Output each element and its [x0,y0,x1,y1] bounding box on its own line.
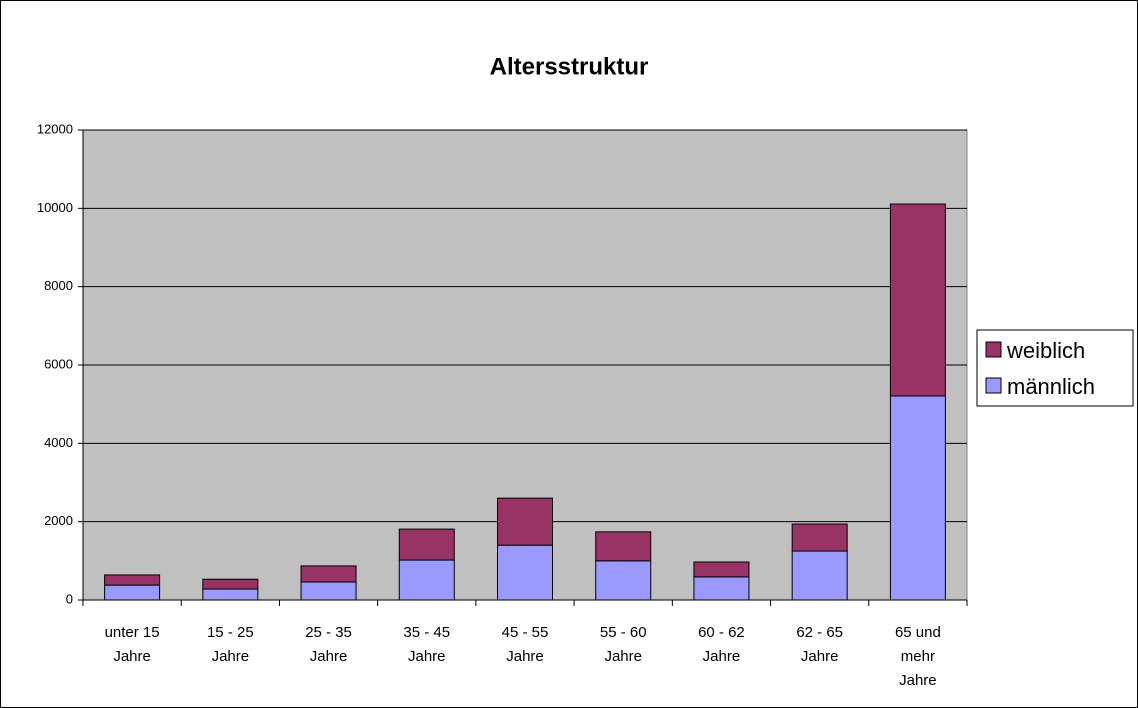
y-tick-label: 0 [66,591,73,606]
bar-segment [300,581,357,601]
bar-segment [398,559,455,601]
bar-segment [595,560,652,601]
y-tick-label: 12000 [37,121,73,136]
x-tick-label: 62 - 65 Jahre [796,624,843,665]
x-tick-label: 55 - 60 Jahre [600,624,647,665]
bar-segment [398,528,455,561]
bar-segment [104,574,161,586]
y-tick-label: 2000 [44,513,73,528]
bar-segment [497,497,553,546]
legend-box [976,329,1134,407]
bar-segment [595,531,652,562]
bar-segment [202,588,259,601]
y-tick-label: 10000 [37,200,73,215]
bar-segment [497,544,553,601]
x-tick-label: 45 - 55 Jahre [502,624,549,665]
x-tick-label: unter 15 Jahre [105,624,160,665]
bar-segment [300,565,357,583]
y-tick-label: 6000 [44,356,73,371]
bar-segment [693,576,750,601]
chart-title: Altersstruktur [490,53,649,80]
bar-segment [202,578,259,590]
bar-segment [791,550,848,601]
bar-segment [889,203,946,397]
bar-segment [693,561,750,578]
legend-swatch [985,377,1002,394]
y-tick-label: 8000 [44,278,73,293]
legend-label: männlich [1007,374,1095,399]
bar-segment [889,395,946,601]
y-tick-label: 4000 [44,435,73,450]
bar-segment [791,523,848,552]
x-tick-label: 15 - 25 Jahre [207,624,254,665]
legend-label: weiblich [1006,338,1085,363]
legend-swatch [985,341,1002,358]
bar-segment [104,584,161,601]
x-tick-label: 35 - 45 Jahre [403,624,450,665]
x-tick-label: 25 - 35 Jahre [305,624,352,665]
x-tick-label: 65 und mehr Jahre [895,624,941,689]
x-tick-label: 60 - 62 Jahre [698,624,745,665]
